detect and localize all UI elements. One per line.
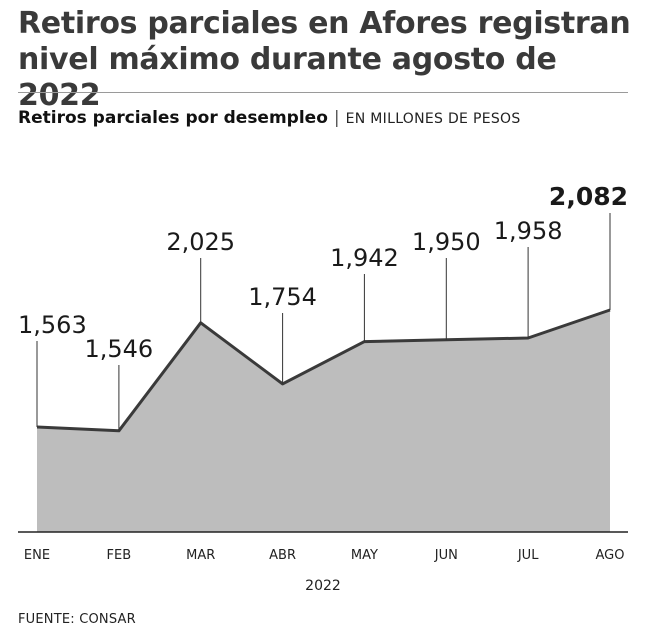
source-note: FUENTE: CONSAR bbox=[18, 612, 136, 627]
data-label: 1,950 bbox=[412, 228, 481, 256]
series-line bbox=[36, 308, 611, 433]
x-tick-label: FEB bbox=[107, 548, 132, 563]
page-title: Retiros parciales en Afores registran ni… bbox=[18, 6, 631, 113]
data-label: 1,563 bbox=[18, 311, 87, 339]
data-label-highlight: 2,082 bbox=[549, 182, 628, 211]
data-label: 1,958 bbox=[494, 217, 563, 245]
x-tick-label: JUL bbox=[517, 548, 539, 563]
data-label: 1,754 bbox=[248, 283, 317, 311]
x-axis-title: 2022 bbox=[305, 578, 341, 594]
x-tick-label: MAY bbox=[351, 548, 378, 563]
x-tick-label: ENE bbox=[24, 548, 50, 563]
data-label: 1,546 bbox=[84, 335, 153, 363]
data-label: 2,025 bbox=[166, 228, 235, 256]
x-tick-label: AGO bbox=[596, 548, 625, 563]
chart-subtitle: Retiros parciales por desempleo | EN MILLO… bbox=[18, 108, 521, 128]
subtitle-separator: | bbox=[333, 108, 340, 128]
subtitle-unit: EN MILLONES DE PESOS bbox=[345, 111, 521, 127]
area-fill bbox=[37, 310, 610, 532]
x-tick-label: MAR bbox=[186, 548, 215, 563]
title-divider bbox=[18, 92, 628, 93]
x-tick-label: ABR bbox=[269, 548, 296, 563]
subtitle-main: Retiros parciales por desempleo bbox=[18, 108, 328, 128]
data-label: 1,942 bbox=[330, 244, 399, 272]
x-tick-label: JUN bbox=[434, 548, 458, 563]
